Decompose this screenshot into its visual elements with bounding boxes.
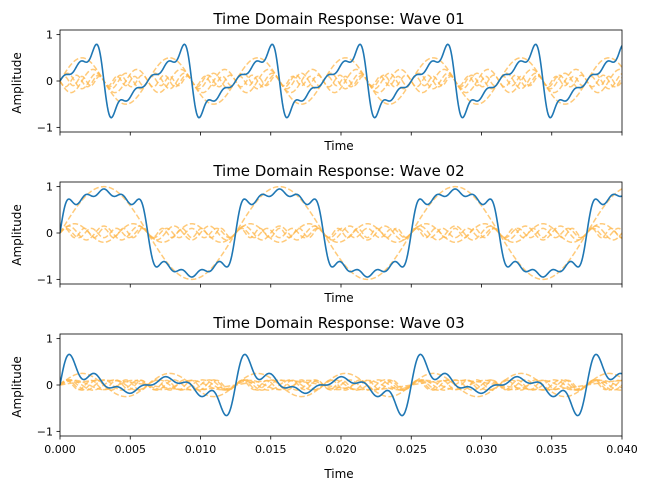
component-line-harmonic-5	[60, 225, 622, 241]
component-line-harmonic-4	[60, 379, 622, 391]
y-axis-label: Amplitude	[10, 52, 24, 114]
y-tick-label: 0	[46, 379, 53, 392]
x-tick-label: 0.030	[466, 443, 498, 456]
y-tick-label: −1	[37, 121, 53, 134]
x-tick-label: 0.020	[325, 443, 357, 456]
y-tick-label: 1	[46, 333, 53, 346]
x-axis-label: Time	[323, 467, 353, 481]
component-line-harmonic-3	[60, 379, 622, 391]
x-tick-label: 0.040	[606, 443, 638, 456]
component-line-harmonic-2	[60, 68, 622, 94]
component-line-harmonic-7	[60, 379, 622, 391]
y-axis-label: Amplitude	[10, 204, 24, 266]
main-waveform-line	[60, 43, 622, 119]
x-tick-label: 0.015	[255, 443, 287, 456]
plot-area	[60, 185, 622, 281]
subplot-title: Time Domain Response: Wave 03	[212, 314, 464, 332]
x-axis-label: Time	[323, 291, 353, 305]
x-tick-label: 0.025	[396, 443, 428, 456]
plot-area	[60, 43, 622, 119]
x-tick-label: 0.005	[115, 443, 147, 456]
x-axis-label: Time	[323, 139, 353, 153]
component-line-harmonic-4	[60, 74, 622, 88]
subplot-wave-03: Time Domain Response: Wave 03 Amplitude …	[10, 314, 638, 481]
subplot-wave-02: Time Domain Response: Wave 02 Amplitude …	[10, 162, 623, 305]
component-line-harmonic-9	[60, 227, 622, 239]
y-tick-label: 1	[46, 181, 53, 194]
component-line-harmonic-7	[60, 227, 622, 239]
main-waveform-line	[60, 353, 622, 417]
main-waveform-line	[60, 188, 622, 278]
component-line-harmonic-6	[60, 379, 622, 391]
component-line-harmonic-5	[60, 75, 622, 87]
y-tick-label: 1	[46, 29, 53, 42]
y-tick-label: 0	[46, 227, 53, 240]
component-line-harmonic-3	[60, 72, 622, 90]
y-tick-label: 0	[46, 75, 53, 88]
y-tick-label: −1	[37, 425, 53, 438]
subplot-wave-01: Time Domain Response: Wave 01 Amplitude …	[10, 10, 623, 153]
subplot-title: Time Domain Response: Wave 01	[212, 10, 464, 28]
x-tick-label: 0.000	[44, 443, 76, 456]
component-line-harmonic-1	[60, 57, 622, 105]
y-axis-label: Amplitude	[10, 356, 24, 418]
component-line-harmonic-2	[60, 372, 622, 398]
component-line-harmonic-1	[60, 185, 622, 281]
subplot-title: Time Domain Response: Wave 02	[212, 162, 464, 180]
x-tick-label: 0.010	[185, 443, 217, 456]
plot-area	[60, 353, 622, 417]
x-tick-label: 0.035	[536, 443, 568, 456]
y-tick-label: −1	[37, 273, 53, 286]
